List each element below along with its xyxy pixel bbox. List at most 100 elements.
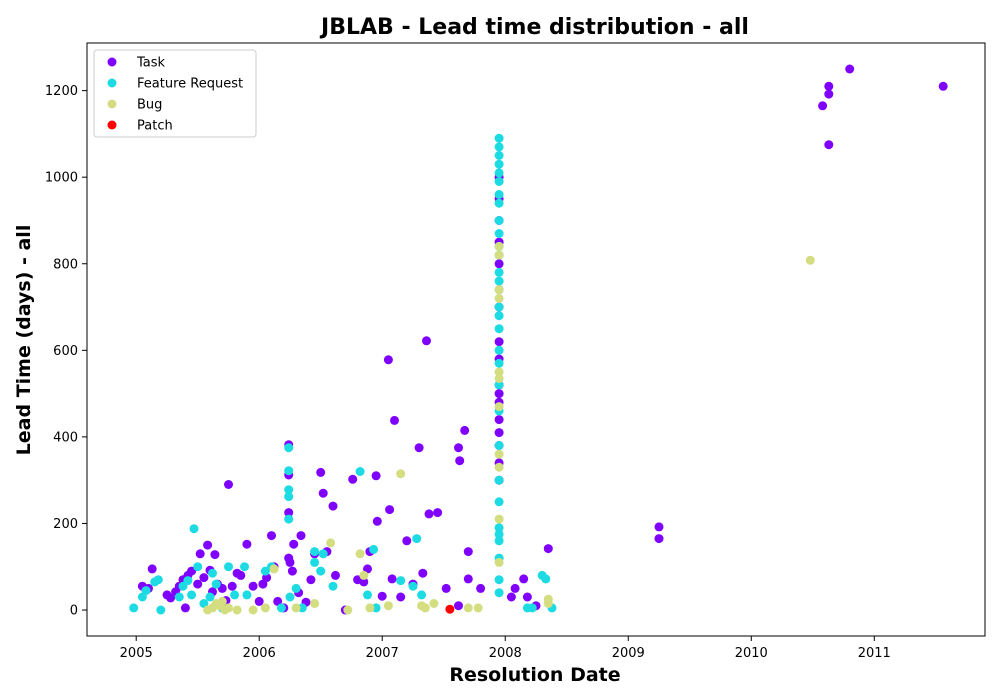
data-point (328, 501, 338, 511)
data-point (494, 575, 504, 585)
data-point (316, 467, 326, 477)
data-point (355, 549, 365, 559)
data-point (371, 603, 381, 613)
data-point (348, 474, 358, 484)
data-point (445, 604, 455, 614)
data-point (494, 311, 504, 321)
data-point (254, 596, 264, 606)
data-point (805, 255, 815, 265)
data-point (372, 516, 382, 526)
data-point (287, 566, 297, 576)
data-point (276, 603, 286, 613)
data-point (285, 557, 295, 567)
data-point (291, 583, 301, 593)
data-point (284, 443, 294, 453)
data-point (938, 81, 948, 91)
data-point (494, 345, 504, 355)
data-point (297, 603, 307, 613)
data-point (494, 151, 504, 160)
data-point (183, 576, 193, 586)
data-point (284, 508, 294, 518)
data-point (433, 508, 443, 518)
legend-label: Task (136, 56, 166, 71)
data-point (318, 549, 328, 559)
data-point (310, 599, 320, 608)
data-point (331, 570, 340, 580)
data-point (242, 590, 252, 600)
data-point (494, 358, 504, 368)
y-tick-label: 0 (70, 604, 78, 619)
data-point (494, 250, 504, 260)
x-tick-label: 2008 (489, 646, 522, 661)
legend-marker (107, 120, 117, 130)
x-tick-label: 2011 (858, 646, 891, 661)
legend-label: Patch (137, 119, 173, 134)
data-point (242, 539, 252, 549)
data-point (543, 599, 553, 608)
y-tick-label: 200 (53, 517, 78, 532)
data-point (494, 449, 504, 459)
data-point (818, 101, 828, 111)
data-point (343, 605, 353, 615)
legend-marker (107, 78, 117, 88)
data-point (211, 579, 221, 589)
y-tick-label: 800 (53, 257, 78, 272)
data-point (460, 425, 470, 435)
data-point (494, 497, 504, 507)
data-point (494, 133, 504, 143)
data-point (429, 599, 439, 608)
data-point (285, 592, 295, 602)
legend-label: Bug (137, 98, 162, 113)
data-point (365, 603, 375, 613)
data-point (494, 462, 504, 472)
data-point (506, 592, 516, 602)
data-point (187, 590, 197, 600)
legend-item: Patch (107, 119, 173, 134)
plot-area (86, 42, 986, 637)
data-point (310, 547, 320, 557)
data-point (396, 592, 406, 602)
data-point (510, 583, 520, 593)
legend-label: Feature Request (137, 77, 243, 92)
x-tick-label: 2006 (243, 646, 276, 661)
data-point (824, 140, 834, 150)
data-point (383, 355, 393, 365)
data-point (424, 509, 434, 519)
data-point (494, 529, 504, 539)
data-point (654, 534, 664, 544)
data-point (129, 603, 139, 613)
chart-title: JBLAB - Lead time distribution - all (319, 15, 749, 40)
data-point (494, 198, 504, 208)
data-point (193, 562, 203, 572)
y-axis-label: Lead Time (days) - all (13, 225, 35, 456)
data-point (494, 380, 504, 390)
data-point (494, 177, 504, 186)
data-point (441, 583, 451, 593)
data-point (519, 574, 529, 584)
data-point (494, 374, 504, 383)
data-point (494, 285, 504, 295)
data-point (454, 601, 463, 611)
x-axis: 2005 2006 2007 2008 2009 2010 2011 (120, 636, 891, 661)
data-point (385, 505, 395, 515)
y-tick-label: 400 (53, 430, 78, 445)
data-point (153, 575, 163, 585)
data-point (494, 302, 504, 312)
data-point (189, 524, 199, 534)
data-point (359, 570, 369, 580)
legend: Task Feature Request Bug Patch (93, 49, 257, 138)
data-point (306, 575, 316, 585)
data-point (227, 581, 237, 591)
data-point (654, 522, 664, 532)
data-point (824, 81, 834, 91)
data-point (494, 337, 504, 347)
data-point (463, 603, 473, 613)
x-axis-label: Resolution Date (449, 664, 620, 686)
data-point (195, 549, 205, 559)
data-point (494, 159, 504, 169)
series-task (137, 64, 948, 615)
x-tick-label: 2009 (612, 646, 645, 661)
data-point (494, 557, 504, 567)
